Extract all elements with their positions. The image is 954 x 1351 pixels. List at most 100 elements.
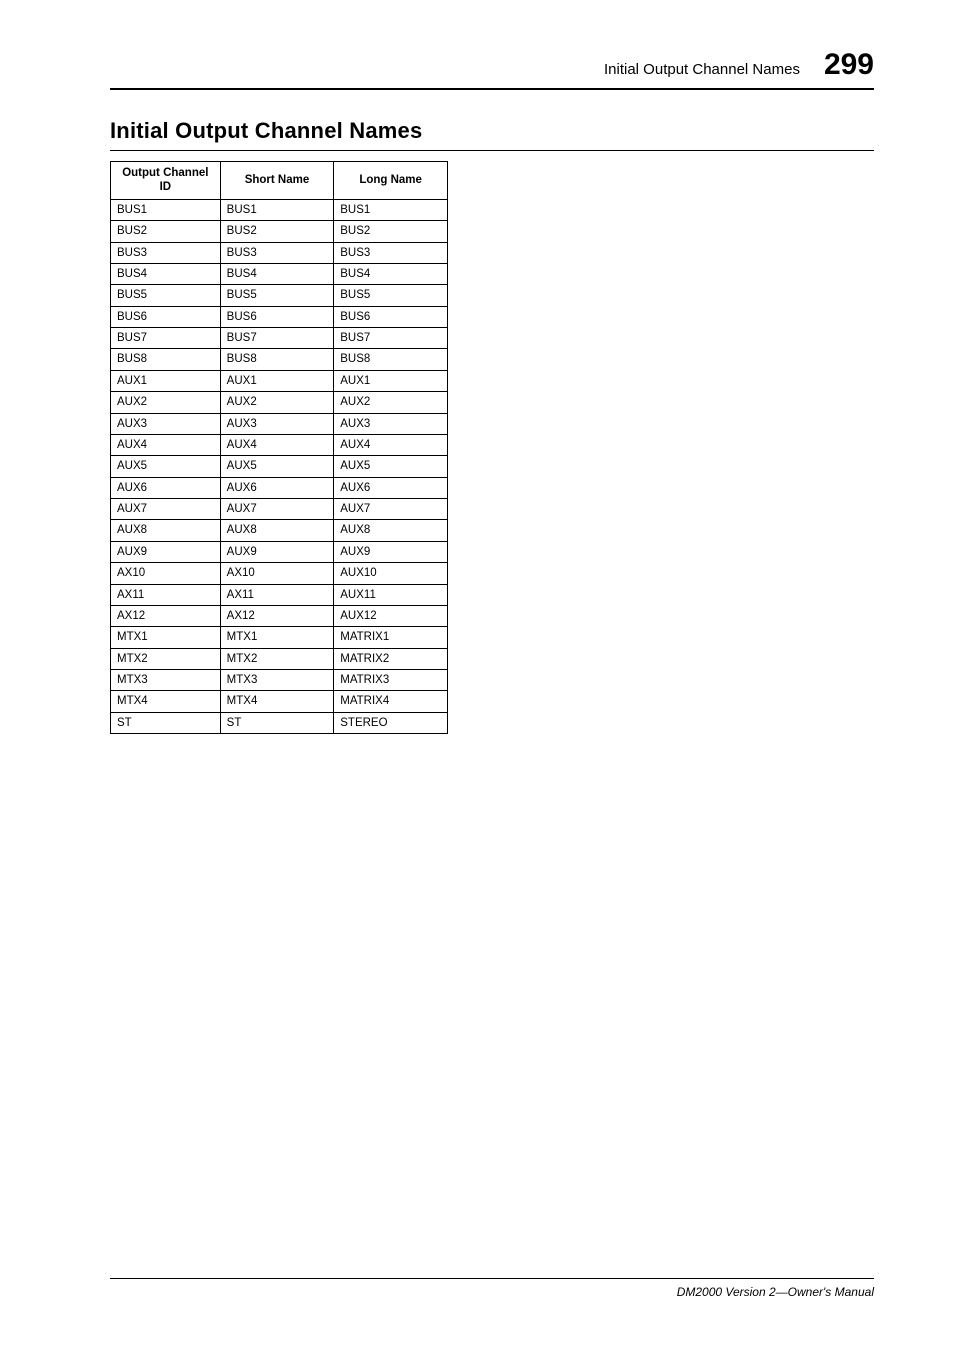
table-cell: AUX5 [334,456,448,477]
table-row: MTX4MTX4MATRIX4 [111,691,448,712]
table-cell: AUX4 [220,434,334,455]
page: Initial Output Channel Names 299 Initial… [0,0,954,1351]
table-cell: AUX2 [220,392,334,413]
table-cell: AUX6 [334,477,448,498]
table-cell: AUX5 [111,456,221,477]
table-row: STSTSTEREO [111,712,448,733]
table-cell: AX11 [220,584,334,605]
table-cell: AUX1 [220,370,334,391]
table-body: BUS1BUS1BUS1BUS2BUS2BUS2BUS3BUS3BUS3BUS4… [111,199,448,733]
table-cell: BUS6 [220,306,334,327]
table-cell: MATRIX2 [334,648,448,669]
table-cell: MTX2 [220,648,334,669]
table-cell: AUX7 [334,499,448,520]
table-row: AUX7AUX7AUX7 [111,499,448,520]
table-row: MTX2MTX2MATRIX2 [111,648,448,669]
table-cell: BUS7 [111,328,221,349]
table-row: AX10AX10AUX10 [111,563,448,584]
table-cell: MTX3 [111,670,221,691]
table-header-row: Output Channel ID Short Name Long Name [111,162,448,200]
table-cell: AUX3 [220,413,334,434]
table-row: BUS3BUS3BUS3 [111,242,448,263]
table-cell: BUS3 [220,242,334,263]
table-row: BUS7BUS7BUS7 [111,328,448,349]
table-cell: AUX5 [220,456,334,477]
table-cell: AUX3 [334,413,448,434]
table-cell: MATRIX3 [334,670,448,691]
table-cell: BUS1 [334,199,448,220]
table-cell: BUS2 [220,221,334,242]
table-cell: BUS4 [111,263,221,284]
table-cell: AUX3 [111,413,221,434]
col-output-channel-id: Output Channel ID [111,162,221,200]
table-cell: MTX4 [111,691,221,712]
table-row: AUX5AUX5AUX5 [111,456,448,477]
table-row: AUX2AUX2AUX2 [111,392,448,413]
table-cell: AX10 [220,563,334,584]
table-cell: MTX3 [220,670,334,691]
col-short-name: Short Name [220,162,334,200]
table-cell: AUX9 [111,541,221,562]
table-cell: AUX6 [220,477,334,498]
table-row: BUS8BUS8BUS8 [111,349,448,370]
table-cell: BUS5 [334,285,448,306]
running-head: Initial Output Channel Names 299 [110,48,874,90]
table-cell: AUX2 [111,392,221,413]
table-cell: BUS8 [220,349,334,370]
table-row: AUX8AUX8AUX8 [111,520,448,541]
table-cell: AUX6 [111,477,221,498]
table-cell: BUS1 [111,199,221,220]
table-cell: AUX9 [334,541,448,562]
table-row: AUX9AUX9AUX9 [111,541,448,562]
footer-text: DM2000 Version 2—Owner's Manual [677,1285,874,1299]
table-row: BUS4BUS4BUS4 [111,263,448,284]
table-cell: ST [111,712,221,733]
table-cell: MTX4 [220,691,334,712]
table-cell: BUS2 [111,221,221,242]
table-cell: AUX8 [334,520,448,541]
table-row: AUX6AUX6AUX6 [111,477,448,498]
table-cell: AUX4 [111,434,221,455]
table-cell: AUX8 [111,520,221,541]
running-head-title: Initial Output Channel Names [604,61,800,78]
table-row: AX12AX12AUX12 [111,605,448,626]
table-cell: AUX10 [334,563,448,584]
table-cell: BUS7 [334,328,448,349]
table-cell: AUX4 [334,434,448,455]
table-cell: BUS5 [111,285,221,306]
table-cell: BUS4 [220,263,334,284]
table-cell: AUX9 [220,541,334,562]
table-cell: BUS7 [220,328,334,349]
table-cell: BUS1 [220,199,334,220]
table-cell: AUX7 [220,499,334,520]
table-cell: BUS5 [220,285,334,306]
table-cell: AX12 [111,605,221,626]
table-cell: AUX1 [111,370,221,391]
table-cell: BUS8 [334,349,448,370]
table-row: AUX3AUX3AUX3 [111,413,448,434]
table-row: MTX3MTX3MATRIX3 [111,670,448,691]
table-row: BUS2BUS2BUS2 [111,221,448,242]
footer: DM2000 Version 2—Owner's Manual [110,1278,874,1299]
section-title: Initial Output Channel Names [110,118,874,151]
table-cell: AUX8 [220,520,334,541]
table-cell: MATRIX4 [334,691,448,712]
table-row: MTX1MTX1MATRIX1 [111,627,448,648]
table-cell: AUX11 [334,584,448,605]
table-cell: AX11 [111,584,221,605]
table-row: BUS5BUS5BUS5 [111,285,448,306]
table-cell: ST [220,712,334,733]
table-cell: AX12 [220,605,334,626]
table-cell: BUS6 [111,306,221,327]
table-row: AUX1AUX1AUX1 [111,370,448,391]
channel-names-table: Output Channel ID Short Name Long Name B… [110,161,448,734]
table-cell: AUX2 [334,392,448,413]
table-row: BUS6BUS6BUS6 [111,306,448,327]
table-row: BUS1BUS1BUS1 [111,199,448,220]
table-cell: AUX12 [334,605,448,626]
table-cell: BUS3 [111,242,221,263]
table-cell: AX10 [111,563,221,584]
col-long-name: Long Name [334,162,448,200]
table-cell: BUS8 [111,349,221,370]
page-number: 299 [824,48,874,82]
